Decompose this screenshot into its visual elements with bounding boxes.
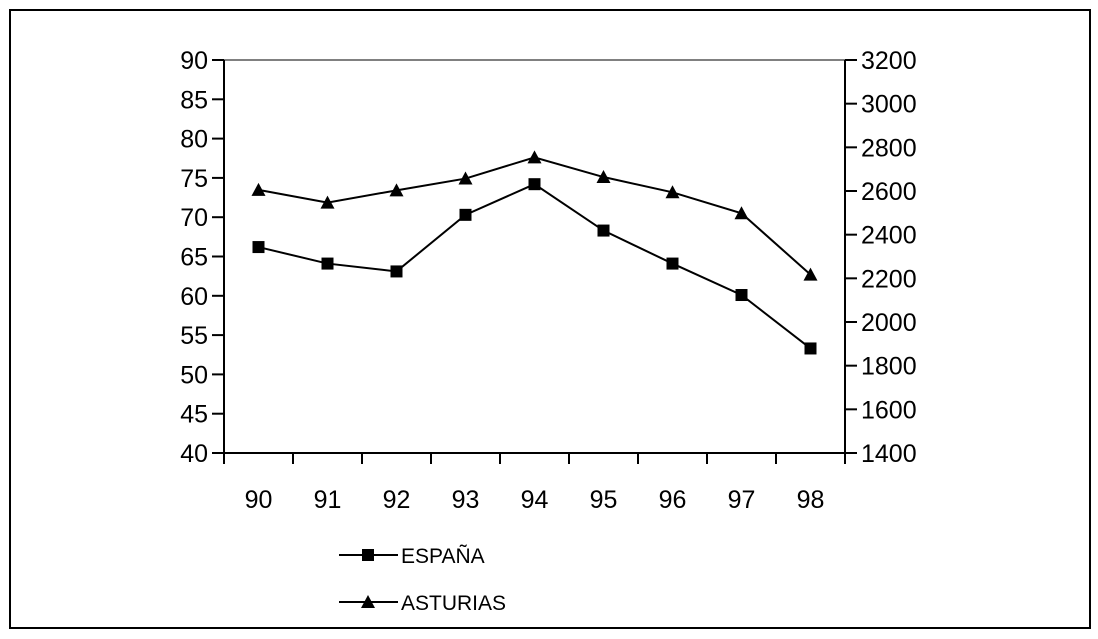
series-espana-point [459,208,472,221]
series-espana-point [528,178,541,191]
series-espana-point [252,241,265,254]
left-y-tick-label: 80 [180,126,208,154]
series-asturias-point [665,185,680,199]
right-y-tick-label: 2000 [861,309,917,337]
series-asturias-point [734,206,749,220]
series-espana-point [735,289,748,302]
x-tick-label: 93 [452,486,480,514]
series-asturias-point [320,195,335,209]
series-espana-point [321,257,334,270]
x-tick-label: 95 [590,486,618,514]
left-y-tick-label: 45 [180,401,208,429]
chart-border [9,9,1091,629]
right-y-tick-label: 1600 [861,396,917,424]
legend-label: ESPAÑA [401,544,485,568]
x-tick-label: 96 [659,486,687,514]
left-y-tick-label: 60 [180,283,208,311]
right-y-tick-label: 2800 [861,134,917,162]
right-y-tick-label: 3200 [861,47,917,75]
right-y-tick-label: 1400 [861,440,917,468]
left-y-tick-label: 70 [180,204,208,232]
series-asturias-point [458,171,473,185]
right-y-tick-label: 1800 [861,353,917,381]
left-y-tick-label: 75 [180,165,208,193]
right-y-tick-label: 3000 [861,91,917,119]
series-espana-point [666,257,679,270]
left-y-tick-label: 50 [180,361,208,389]
legend-square-marker [362,549,374,561]
left-y-tick-label: 90 [180,47,208,75]
x-tick-label: 90 [245,486,273,514]
legend-label: ASTURIAS [401,592,506,615]
right-y-tick-label: 2400 [861,222,917,250]
left-y-tick-label: 65 [180,244,208,272]
x-tick-label: 92 [383,486,411,514]
left-y-tick-label: 40 [180,440,208,468]
legend-triangle-marker [361,595,375,608]
series-espana-point [597,224,610,237]
series-espana-point [804,342,817,355]
series-asturias-point [596,170,611,184]
x-tick-label: 94 [521,486,549,514]
series-asturias-point [389,183,404,197]
x-tick-label: 97 [728,486,756,514]
left-y-tick-label: 55 [180,322,208,350]
right-y-tick-label: 2600 [861,178,917,206]
left-y-tick-label: 85 [180,86,208,114]
series-asturias-point [803,267,818,281]
x-tick-label: 98 [797,486,825,514]
series-asturias-point [251,182,266,196]
x-tick-label: 91 [314,486,342,514]
right-y-tick-label: 2200 [861,265,917,293]
series-espana-point [390,265,403,278]
series-asturias-point [527,150,542,164]
